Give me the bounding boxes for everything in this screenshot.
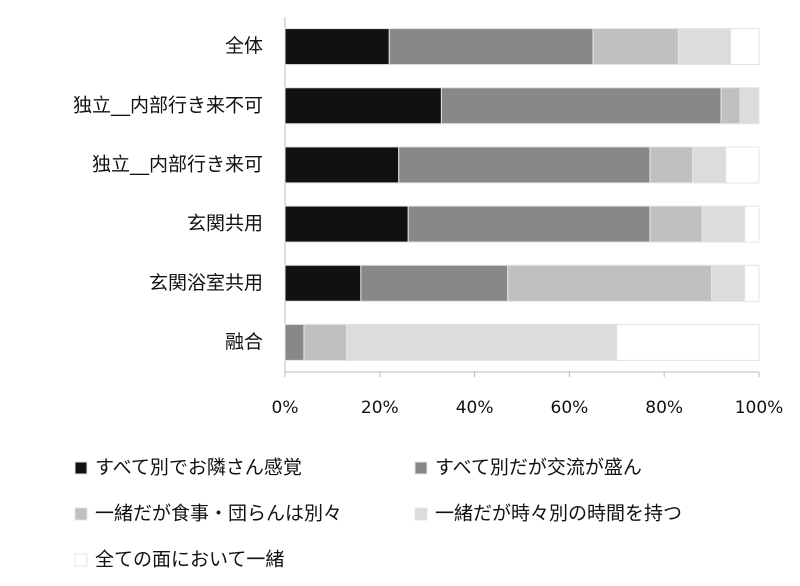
x-tick-label: 100% [735, 398, 784, 418]
bar-segment [507, 264, 713, 302]
legend-swatch [74, 507, 88, 521]
bar-segment [407, 205, 651, 243]
x-tick-label: 40% [456, 398, 494, 418]
bar-segment [388, 28, 594, 66]
legend-swatch [414, 507, 428, 521]
bar-segment [739, 87, 760, 125]
bar-segment [649, 146, 694, 184]
bar-segment [725, 146, 760, 184]
bar-segment [677, 28, 732, 66]
bar-segment [303, 323, 348, 361]
bar-segment [284, 323, 305, 361]
bar-segment [284, 28, 390, 66]
x-tick-label: 80% [645, 398, 683, 418]
legend-swatch [74, 461, 88, 475]
bar-segment [720, 87, 741, 125]
y-tick-label: 玄関浴室共用 [149, 272, 263, 294]
bar-segment [649, 205, 703, 243]
bar-segment [398, 146, 651, 184]
legend-swatch [74, 553, 88, 567]
bar-segment [284, 264, 362, 302]
bar-segment [744, 205, 760, 243]
bar-segment [440, 87, 722, 125]
legend-label: 一緒だが時々別の時間を持つ [435, 503, 682, 525]
y-tick-label: 全体 [225, 35, 263, 57]
bar-segment [592, 28, 679, 66]
bar-segment [711, 264, 746, 302]
bar-segment [744, 264, 760, 302]
y-tick-label: 独立__内部行き来可 [92, 153, 263, 175]
bar-segment [284, 146, 400, 184]
legend-label: すべて別だが交流が盛ん [435, 457, 642, 479]
legend-label: すべて別でお隣さん感覚 [95, 457, 302, 479]
bar-segment [701, 205, 746, 243]
y-tick-label: 玄関共用 [187, 213, 263, 235]
x-tick-label: 60% [551, 398, 589, 418]
x-tick-label: 20% [361, 398, 399, 418]
bar-segment [616, 323, 760, 361]
bar-segment [284, 87, 442, 125]
y-tick-label: 独立__内部行き来不可 [73, 94, 263, 116]
x-tick-label: 0% [272, 398, 299, 418]
bar-segment [284, 205, 409, 243]
legend-swatch [414, 461, 428, 475]
legend-label: 全ての面において一緒 [95, 549, 284, 571]
bar-segment [692, 146, 727, 184]
bar-segment [730, 28, 760, 66]
bar-segment [360, 264, 509, 302]
legend-label: 一緒だが食事・団らんは別々 [95, 503, 342, 525]
y-tick-label: 融合 [225, 331, 263, 353]
bar-segment [346, 323, 618, 361]
